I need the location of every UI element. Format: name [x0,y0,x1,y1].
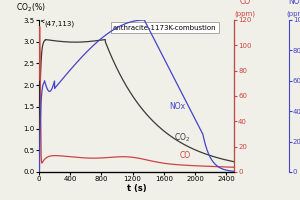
Text: CO: CO [179,151,191,160]
X-axis label: t (s): t (s) [127,184,146,193]
Text: (ppm): (ppm) [286,10,300,17]
Text: CO$_2$(%): CO$_2$(%) [16,1,45,14]
Text: CO$_2$: CO$_2$ [174,132,190,144]
Text: (47,113): (47,113) [41,20,74,27]
Text: NOx: NOx [169,102,185,111]
Text: NOx: NOx [288,0,300,6]
Text: (ppm): (ppm) [234,10,255,17]
Text: CO: CO [239,0,250,6]
Text: anthracite-1173K-combustion: anthracite-1173K-combustion [113,25,217,31]
